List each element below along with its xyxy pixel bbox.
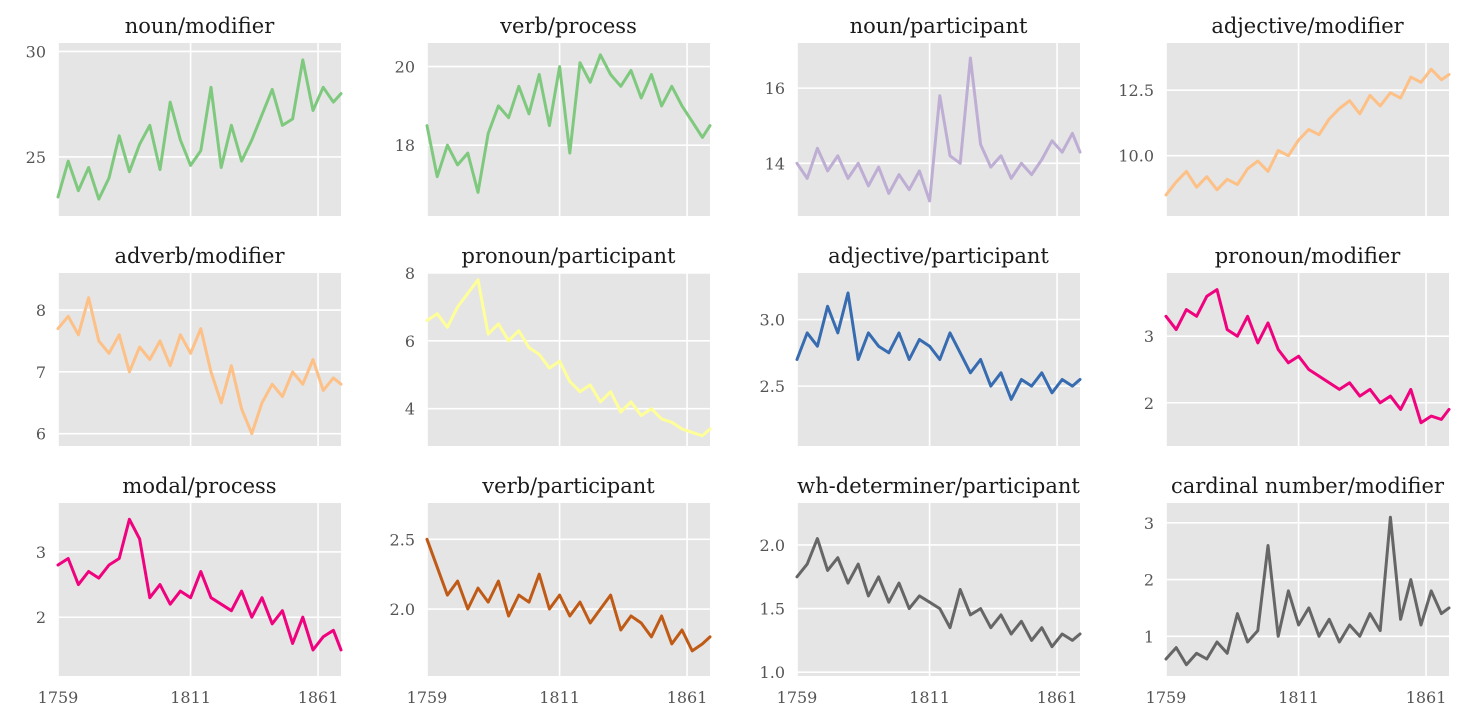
subplot-title: noun/participant (850, 14, 1028, 38)
subplot-title: verb/participant (481, 474, 655, 498)
plot-background (58, 503, 341, 676)
y-tick-label: 16 (765, 79, 785, 98)
plot-background (58, 273, 341, 446)
x-tick-label: 1759 (1146, 688, 1187, 707)
subplot-12: 1759 1811 1861 1 2 3 cardinal number/modifier (1144, 474, 1451, 707)
subplot-8: 2 3 pronoun/modifier (1144, 244, 1451, 446)
plot-background (58, 43, 341, 216)
subplot-6: 4 6 8 pronoun/participant (405, 244, 712, 446)
y-tick-label: 2 (1144, 394, 1154, 413)
y-tick-label: 18 (395, 136, 415, 155)
y-tick-label: 4 (405, 400, 415, 419)
y-tick-label: 2.0 (390, 600, 415, 619)
x-tick-label: 1811 (1278, 688, 1319, 707)
subplot-title: verb/process (499, 14, 637, 38)
y-tick-label: 12.5 (1118, 81, 1154, 100)
subplot-9: 1759 1811 1861 2 3 modal/process (36, 474, 343, 707)
x-tick-label: 1861 (1037, 688, 1078, 707)
y-tick-label: 8 (405, 264, 415, 283)
plot-background (427, 503, 710, 676)
plot-background (797, 503, 1080, 676)
x-tick-label: 1861 (667, 688, 708, 707)
x-tick-label: 1811 (170, 688, 211, 707)
y-tick-label: 7 (36, 363, 46, 382)
y-tick-label: 2 (1144, 571, 1154, 590)
subplot-title: adjective/modifier (1211, 14, 1404, 38)
subplot-2: 18 20 verb/process (395, 14, 712, 216)
subplot-1: 25 30 noun/modifier (26, 14, 343, 216)
x-tick-label: 1811 (539, 688, 580, 707)
x-tick-label: 1759 (407, 688, 448, 707)
x-tick-label: 1759 (38, 688, 79, 707)
plot-background (797, 43, 1080, 216)
subplot-title: adverb/modifier (115, 244, 286, 268)
subplot-title: cardinal number/modifier (1171, 474, 1445, 498)
subplot-title: noun/modifier (125, 14, 275, 38)
y-tick-label: 1.0 (760, 663, 785, 682)
y-tick-label: 2.0 (760, 536, 785, 555)
subplot-11: 1759 1811 1861 1.0 1.5 2.0 wh-determiner/parti… (760, 474, 1082, 707)
subplot-10: 1759 1811 1861 2.0 2.5 verb/participant (390, 474, 712, 707)
subplot-4: 10.0 12.5 adjective/modifier (1118, 14, 1451, 216)
y-tick-label: 2 (36, 608, 46, 627)
y-tick-label: 14 (765, 154, 785, 173)
y-tick-label: 20 (395, 58, 415, 77)
y-tick-label: 1.5 (760, 600, 785, 619)
x-tick-label: 1811 (909, 688, 950, 707)
y-tick-label: 30 (26, 42, 46, 61)
y-tick-label: 2.5 (760, 377, 785, 396)
subplot-title: adjective/participant (828, 244, 1049, 268)
y-tick-label: 3 (36, 543, 46, 562)
plot-background (427, 273, 710, 446)
y-tick-label: 6 (36, 425, 46, 444)
y-tick-label: 6 (405, 332, 415, 351)
x-tick-label: 1861 (298, 688, 339, 707)
y-tick-label: 3 (1144, 514, 1154, 533)
y-tick-label: 3.0 (760, 311, 785, 330)
y-tick-label: 10.0 (1118, 147, 1154, 166)
y-tick-label: 8 (36, 301, 46, 320)
plot-background (1166, 273, 1449, 446)
subplot-title: pronoun/modifier (1215, 244, 1402, 268)
subplot-7: 2.5 3.0 adjective/participant (760, 244, 1082, 446)
y-tick-label: 2.5 (390, 530, 415, 549)
plot-background (1166, 503, 1449, 676)
y-tick-label: 25 (26, 148, 46, 167)
subplot-title: modal/process (122, 474, 276, 498)
subplot-title: pronoun/participant (462, 244, 677, 268)
x-tick-label: 1759 (777, 688, 818, 707)
y-tick-label: 3 (1144, 327, 1154, 346)
subplot-3: 14 16 noun/participant (765, 14, 1082, 216)
x-tick-label: 1861 (1406, 688, 1447, 707)
subplot-title: wh-determiner/participant (797, 474, 1080, 498)
y-tick-label: 1 (1144, 627, 1154, 646)
subplot-5: 6 7 8 adverb/modifier (36, 244, 343, 446)
